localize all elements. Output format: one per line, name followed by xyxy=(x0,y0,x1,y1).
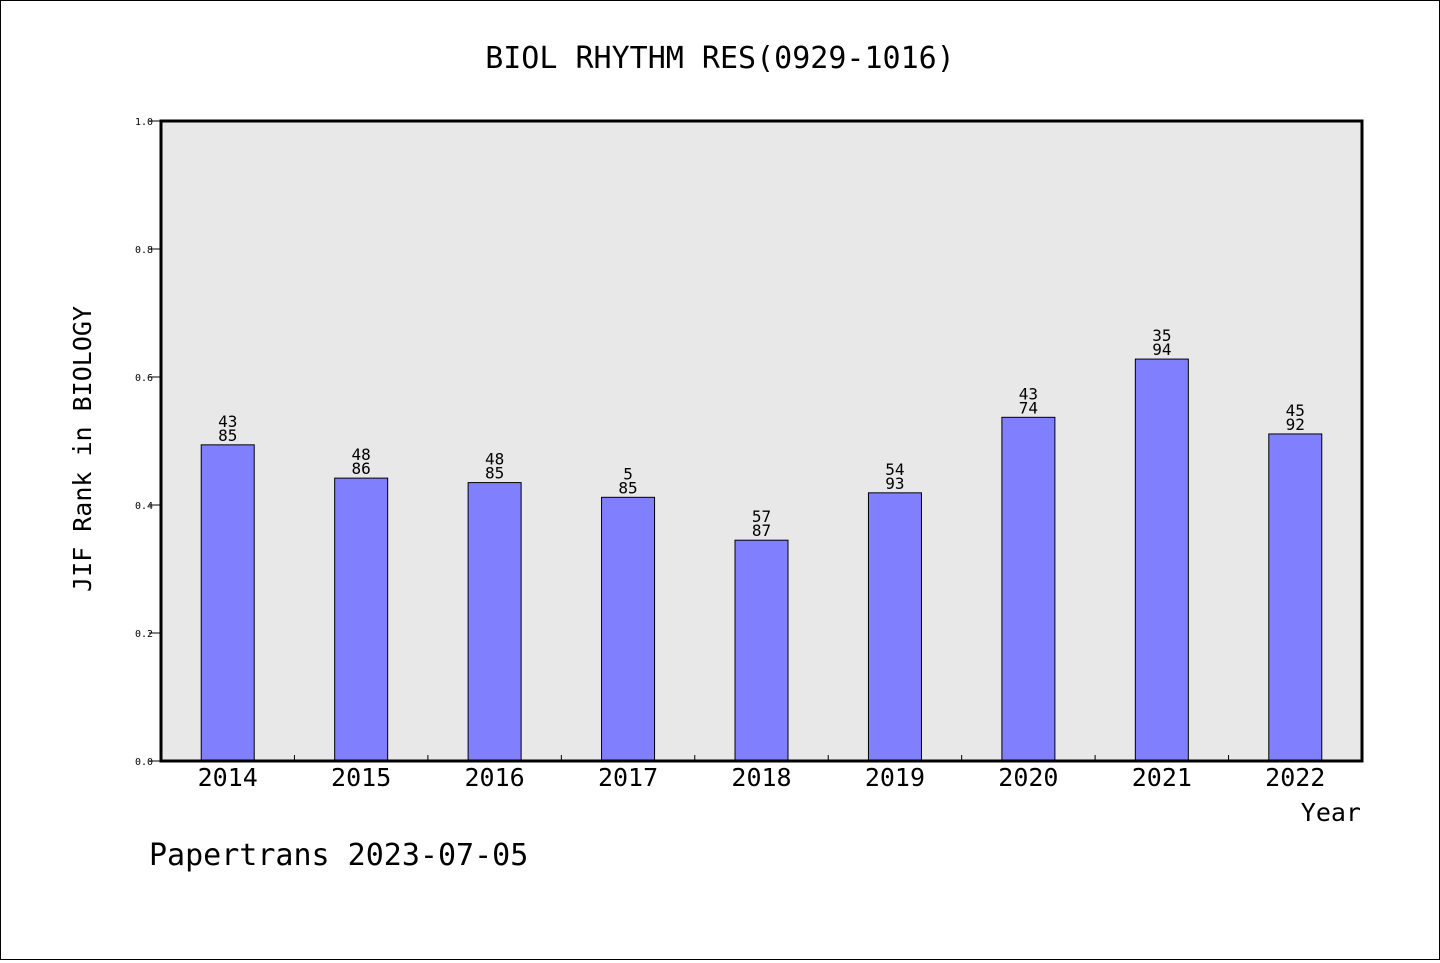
x-tick-label: 2021 xyxy=(1132,763,1192,792)
x-tick-label: 2019 xyxy=(865,763,925,792)
plot-border xyxy=(159,119,1364,763)
x-tick-label: 2018 xyxy=(731,763,791,792)
bar-2018 xyxy=(734,539,789,762)
bars-group xyxy=(200,358,1323,762)
x-tick-label: 2020 xyxy=(998,763,1058,792)
x-axis-label: Year xyxy=(1301,798,1361,827)
bar-label-bottom: 87 xyxy=(752,521,771,540)
y-axis-ticks: 0.0 0.2 0.4 0.6 0.8 1.0 xyxy=(135,117,161,768)
bar-label-top: 57 xyxy=(752,507,771,526)
x-axis-ticks: 2014 2015 2016 2017 2018 2019 2020 2021 2022 xyxy=(198,755,1325,792)
x-tick-label: 2015 xyxy=(331,763,391,792)
bar-label-bottom: 85 xyxy=(218,426,237,445)
bar-label-top: 43 xyxy=(218,412,237,431)
bar-2020 xyxy=(1001,416,1056,762)
bar-label-bottom: 94 xyxy=(1152,340,1171,359)
bar-2016 xyxy=(467,482,522,762)
bar-label-top: 43 xyxy=(1019,384,1038,403)
bar-label-top: 35 xyxy=(1152,326,1171,345)
bar-label-bottom: 85 xyxy=(618,478,637,497)
watermark-text: Papertrans 2023-07-05 xyxy=(149,838,528,873)
bar-label-top: 48 xyxy=(485,450,504,469)
bar-label-top: 48 xyxy=(352,445,371,464)
y-tick-label: 1.0 xyxy=(135,117,153,128)
y-tick-label: 0.0 xyxy=(135,757,153,768)
bar-2019 xyxy=(867,492,922,762)
y-axis-label: JIF Rank in BIOLOGY xyxy=(68,306,97,592)
bar-label-top: 45 xyxy=(1286,401,1305,420)
y-tick-label: 0.8 xyxy=(135,245,153,256)
bar-label-bottom: 74 xyxy=(1019,398,1038,417)
bar-label-top: 54 xyxy=(885,460,904,479)
bar-2014 xyxy=(200,444,255,762)
bar-label-bottom: 92 xyxy=(1286,415,1305,434)
x-tick-label: 2016 xyxy=(465,763,525,792)
bar-label-top: 5 xyxy=(623,464,633,483)
bar-label-bottom: 86 xyxy=(352,459,371,478)
bar-2022 xyxy=(1268,433,1323,762)
y-tick-label: 0.2 xyxy=(135,629,153,640)
chart-title: BIOL RHYTHM RES(0929-1016) xyxy=(485,41,955,76)
bar-2017 xyxy=(601,496,656,762)
x-tick-label: 2022 xyxy=(1265,763,1325,792)
x-tick-label: 2014 xyxy=(198,763,258,792)
bar-label-bottom: 85 xyxy=(485,464,504,483)
bar-2015 xyxy=(334,477,389,762)
x-tick-label: 2017 xyxy=(598,763,658,792)
y-tick-label: 0.6 xyxy=(135,373,153,384)
bar-label-bottom: 93 xyxy=(885,474,904,493)
bar-2021 xyxy=(1134,358,1189,762)
y-tick-label: 0.4 xyxy=(135,501,153,512)
